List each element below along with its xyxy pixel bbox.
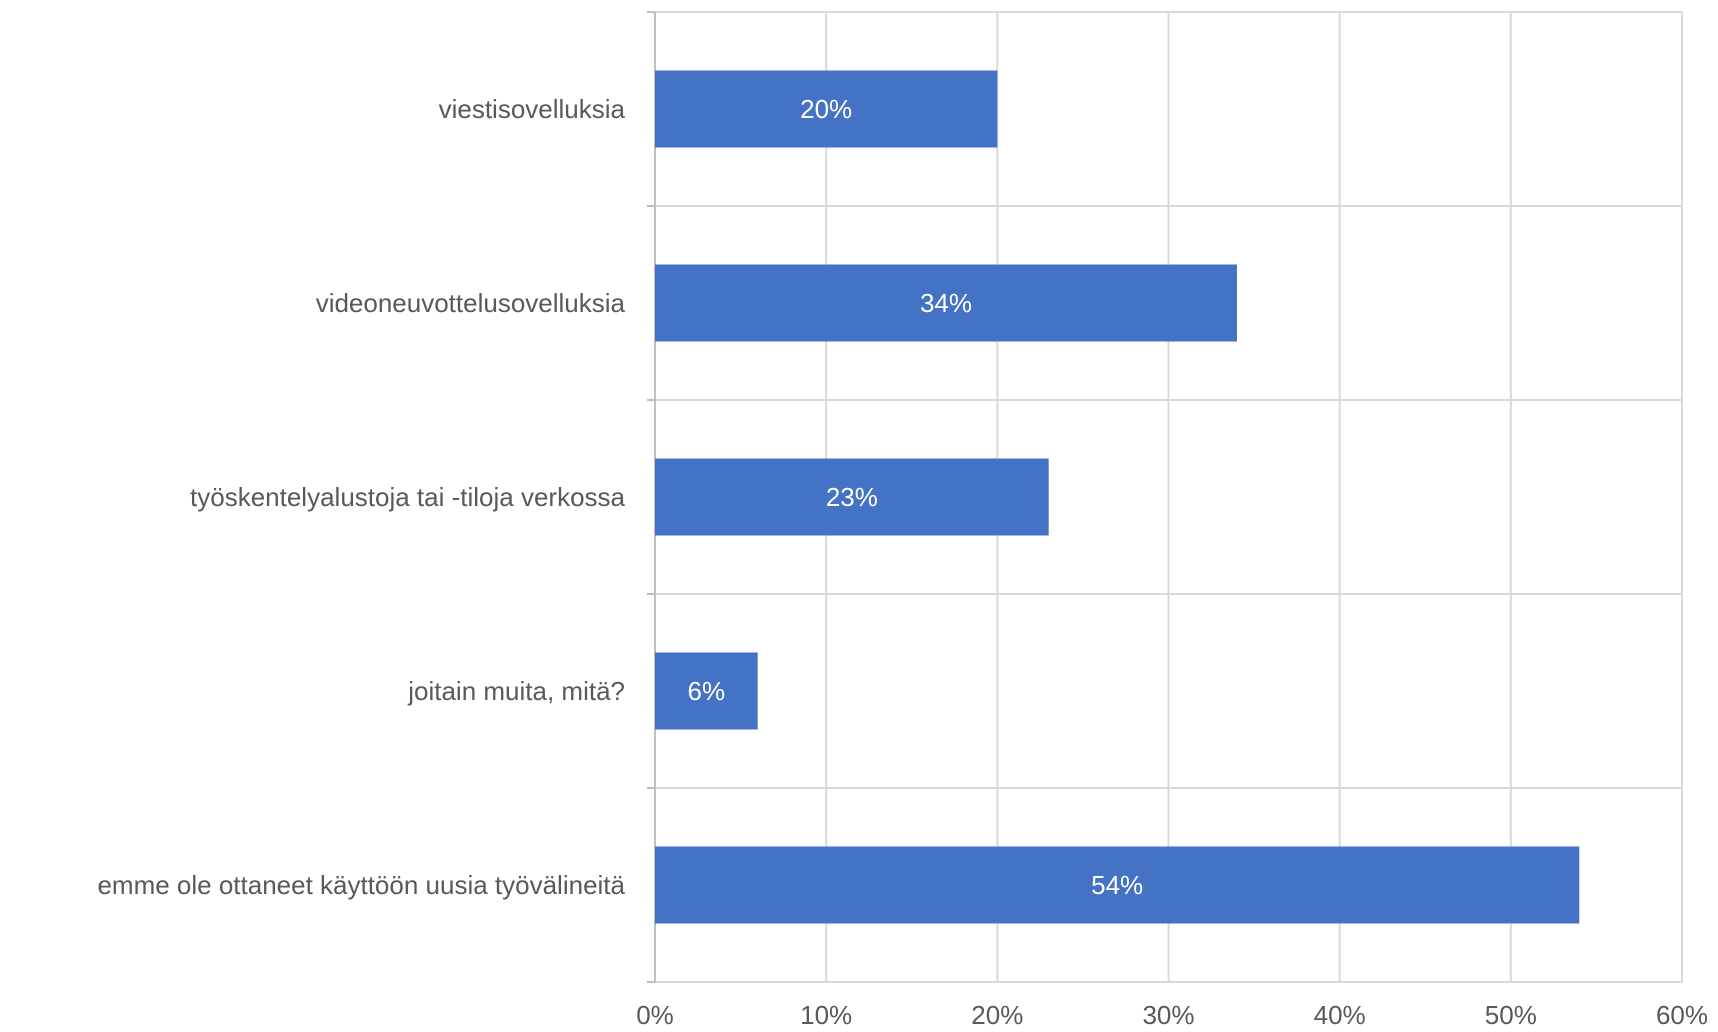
category-label: emme ole ottaneet käyttöön uusia työväli… [97, 870, 625, 900]
data-label: 20% [800, 94, 852, 124]
bar [655, 652, 758, 730]
x-tick-label: 20% [971, 1000, 1023, 1030]
x-tick-label: 50% [1485, 1000, 1537, 1030]
x-tick-label: 10% [800, 1000, 852, 1030]
x-tick-label: 0% [636, 1000, 674, 1030]
category-label: työskentelyalustoja tai -tiloja verkossa [190, 482, 626, 512]
x-tick-label: 60% [1656, 1000, 1708, 1030]
data-label: 54% [1091, 870, 1143, 900]
category-label: viestisovelluksia [439, 94, 626, 124]
x-tick-label: 40% [1314, 1000, 1366, 1030]
category-label: videoneuvottelusovelluksia [316, 288, 626, 318]
bar [655, 70, 998, 148]
bar [655, 264, 1237, 342]
data-label: 23% [826, 482, 878, 512]
data-label: 6% [688, 676, 726, 706]
category-label: joitain muita, mitä? [407, 676, 625, 706]
data-label: 34% [920, 288, 972, 318]
bar [655, 846, 1580, 924]
bar [655, 458, 1049, 536]
x-tick-label: 30% [1142, 1000, 1194, 1030]
